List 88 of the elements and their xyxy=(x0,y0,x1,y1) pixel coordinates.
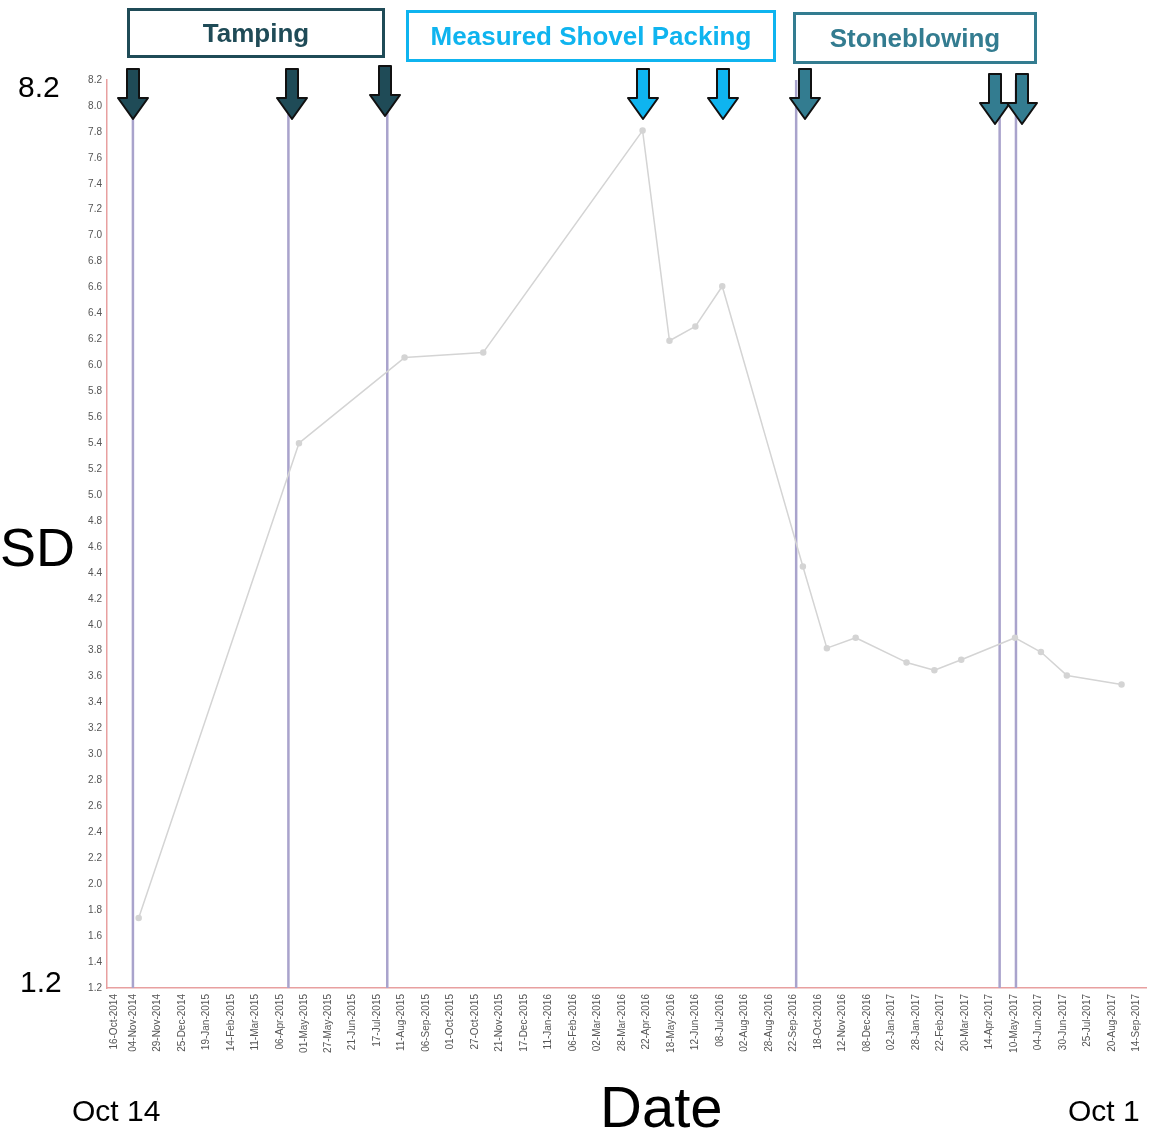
y-tick-label: 4.2 xyxy=(88,592,103,604)
x-tick-label: 21-Jun-2015 xyxy=(346,993,358,1051)
x-tick-label: 11-Aug-2015 xyxy=(395,993,407,1052)
y-tick-label: 1.2 xyxy=(88,981,103,993)
y-tick-label: 6.0 xyxy=(88,359,103,371)
x-tick-label: 30-Jun-2017 xyxy=(1056,993,1068,1051)
text: Tamping xyxy=(127,8,385,58)
x-tick-label: 02-Aug-2016 xyxy=(738,993,750,1052)
x-tick-label: 17-Jul-2015 xyxy=(371,993,383,1047)
y-tick-label: 5.8 xyxy=(88,385,103,397)
x-tick-label: 25-Jul-2017 xyxy=(1080,993,1092,1047)
x-tick-label: 06-Feb-2016 xyxy=(567,993,579,1052)
y-tick-label: 6.2 xyxy=(88,333,103,345)
x-tick-label: 16-Oct-2014 xyxy=(108,993,120,1050)
x-tick-label: 27-Oct-2015 xyxy=(469,993,481,1050)
x-tick-label: 12-Jun-2016 xyxy=(689,993,701,1051)
y-tick-label: 3.0 xyxy=(88,748,103,760)
y-tick-label: 6.6 xyxy=(88,281,103,293)
x-tick-label: 10-May-2017 xyxy=(1007,993,1019,1053)
text: Oct 14 xyxy=(72,1094,161,1127)
x-tick-label: 08-Dec-2016 xyxy=(860,993,872,1052)
x-tick-label: 14-Feb-2015 xyxy=(224,993,236,1052)
x-tick-label: 06-Apr-2015 xyxy=(273,993,285,1050)
y-tick-label: 4.8 xyxy=(88,514,103,526)
text: 8.2 xyxy=(18,70,60,103)
x-tick-label: 08-Jul-2016 xyxy=(714,993,726,1047)
x-axis-title: Date xyxy=(600,1074,723,1138)
y-tick-label: 5.4 xyxy=(88,436,103,448)
x-tick-label: 17-Dec-2015 xyxy=(518,993,530,1052)
y-tick-label: 1.8 xyxy=(88,903,103,915)
x-tick-label: 28-Mar-2016 xyxy=(616,993,628,1052)
y-tick-label: 3.8 xyxy=(88,644,103,656)
y-tick-label: 5.2 xyxy=(88,462,103,474)
y-tick-label: 4.4 xyxy=(88,566,103,578)
x-tick-label: 28-Jan-2017 xyxy=(909,993,921,1051)
text: Measured Shovel Packing xyxy=(406,10,776,62)
x-tick-label: 02-Jan-2017 xyxy=(884,993,896,1051)
y-tick-label: 4.0 xyxy=(88,618,103,630)
x-tick-label: 19-Jan-2015 xyxy=(199,993,211,1051)
y-tick-label: 4.6 xyxy=(88,540,103,552)
y-tick-label: 2.6 xyxy=(88,800,103,812)
x-tick-label: 02-Mar-2016 xyxy=(591,993,603,1052)
y-tick-label: 3.4 xyxy=(88,696,103,708)
x-tick-label: 14-Sep-2017 xyxy=(1129,993,1141,1052)
y-tick-label: 2.4 xyxy=(88,826,103,838)
y-tick-label: 6.8 xyxy=(88,255,103,267)
y-tick-label: 3.6 xyxy=(88,670,103,682)
y-tick-label: 2.0 xyxy=(88,877,103,889)
y-tick-label: 2.2 xyxy=(88,852,103,864)
y-tick-label: 6.4 xyxy=(88,307,103,319)
x-tick-label: 04-Jun-2017 xyxy=(1031,993,1043,1051)
y-tick-label: 5.6 xyxy=(88,411,103,423)
x-tick-label: 11-Mar-2015 xyxy=(248,993,260,1051)
y-tick-label: 5.0 xyxy=(88,488,103,500)
y-tick-label: 1.6 xyxy=(88,929,103,941)
x-tick-label: 12-Nov-2016 xyxy=(835,993,847,1052)
y-tick-label: 7.0 xyxy=(88,229,103,241)
x-tick-label: 01-May-2015 xyxy=(297,993,309,1053)
x-tick-label: 20-Mar-2017 xyxy=(958,993,970,1052)
x-tick-label: 21-Nov-2015 xyxy=(493,993,505,1052)
y-tick-label: 7.2 xyxy=(88,203,103,215)
y-tick-label: 7.4 xyxy=(88,177,103,189)
x-tick-label: 22-Sep-2016 xyxy=(787,993,799,1052)
y-tick-label: 2.8 xyxy=(88,774,103,786)
y-tick-label: 1.4 xyxy=(88,955,103,967)
x-tick-label: 04-Nov-2014 xyxy=(126,993,138,1052)
y-tick-label: 8.0 xyxy=(88,99,103,111)
y-axis-title: SD xyxy=(0,517,76,577)
x-tick-label: 25-Dec-2014 xyxy=(175,993,187,1052)
y-tick-label: 8.2 xyxy=(88,73,103,85)
text: Stoneblowing xyxy=(793,12,1037,64)
x-tick-label: 27-May-2015 xyxy=(322,993,334,1053)
x-tick-label: 11-Jan-2016 xyxy=(542,993,554,1050)
text: 1.2 xyxy=(20,965,62,998)
x-tick-label: 28-Aug-2016 xyxy=(763,993,775,1052)
text: Oct 1 xyxy=(1068,1094,1140,1127)
x-tick-label: 22-Apr-2016 xyxy=(640,993,652,1050)
x-tick-label: 18-Oct-2016 xyxy=(811,993,823,1050)
x-tick-label: 01-Oct-2015 xyxy=(444,993,456,1050)
x-tick-label: 18-May-2016 xyxy=(665,993,677,1053)
x-tick-label: 29-Nov-2014 xyxy=(150,993,162,1052)
x-tick-label: 14-Apr-2017 xyxy=(982,993,994,1050)
x-tick-label: 22-Feb-2017 xyxy=(933,993,945,1052)
x-tick-label: 06-Sep-2015 xyxy=(420,993,432,1052)
y-tick-label: 3.2 xyxy=(88,722,103,734)
x-tick-label: 20-Aug-2017 xyxy=(1105,993,1117,1052)
y-tick-label: 7.6 xyxy=(88,151,103,163)
y-tick-label: 7.8 xyxy=(88,125,103,137)
